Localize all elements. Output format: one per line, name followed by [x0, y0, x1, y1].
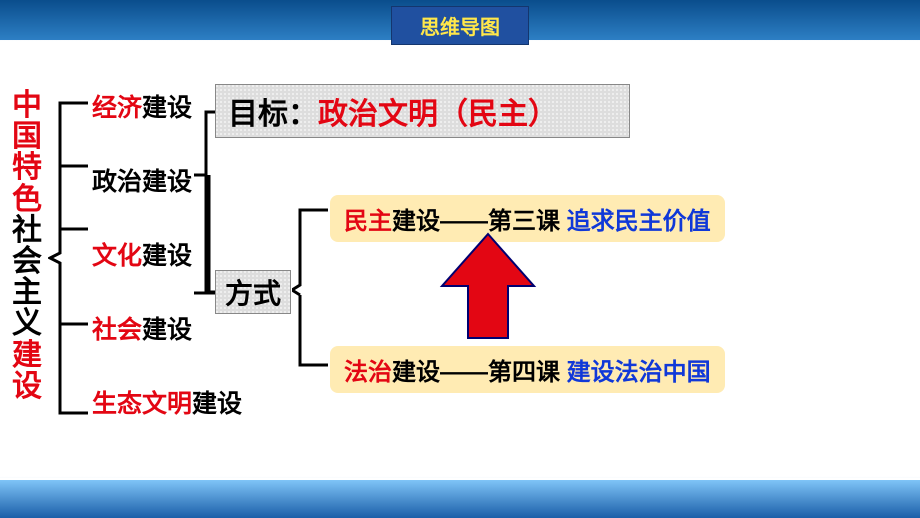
- goal-value: 政治文明（民主）: [318, 89, 558, 133]
- goal-box: 目标： 政治文明（民主）: [215, 84, 630, 138]
- main-vertical-title: 中国特色社会主义建设: [10, 90, 44, 402]
- sub-branch-box: 法治建设——第四课 建设法治中国: [330, 346, 725, 393]
- page-title: 思维导图: [391, 6, 529, 45]
- footer-band: [0, 478, 920, 518]
- method-box: 方式: [215, 270, 291, 314]
- goal-label: 目标：: [228, 89, 318, 133]
- main-bracket: [48, 98, 88, 418]
- up-arrow-icon: [438, 232, 538, 342]
- method-bracket: [292, 200, 332, 380]
- branch-item: 生态文明建设: [92, 384, 242, 420]
